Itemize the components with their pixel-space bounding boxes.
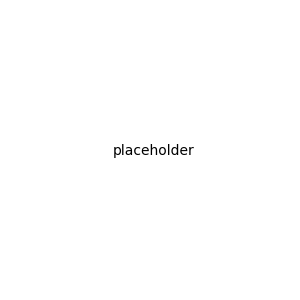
Text: placeholder: placeholder: [113, 145, 195, 158]
